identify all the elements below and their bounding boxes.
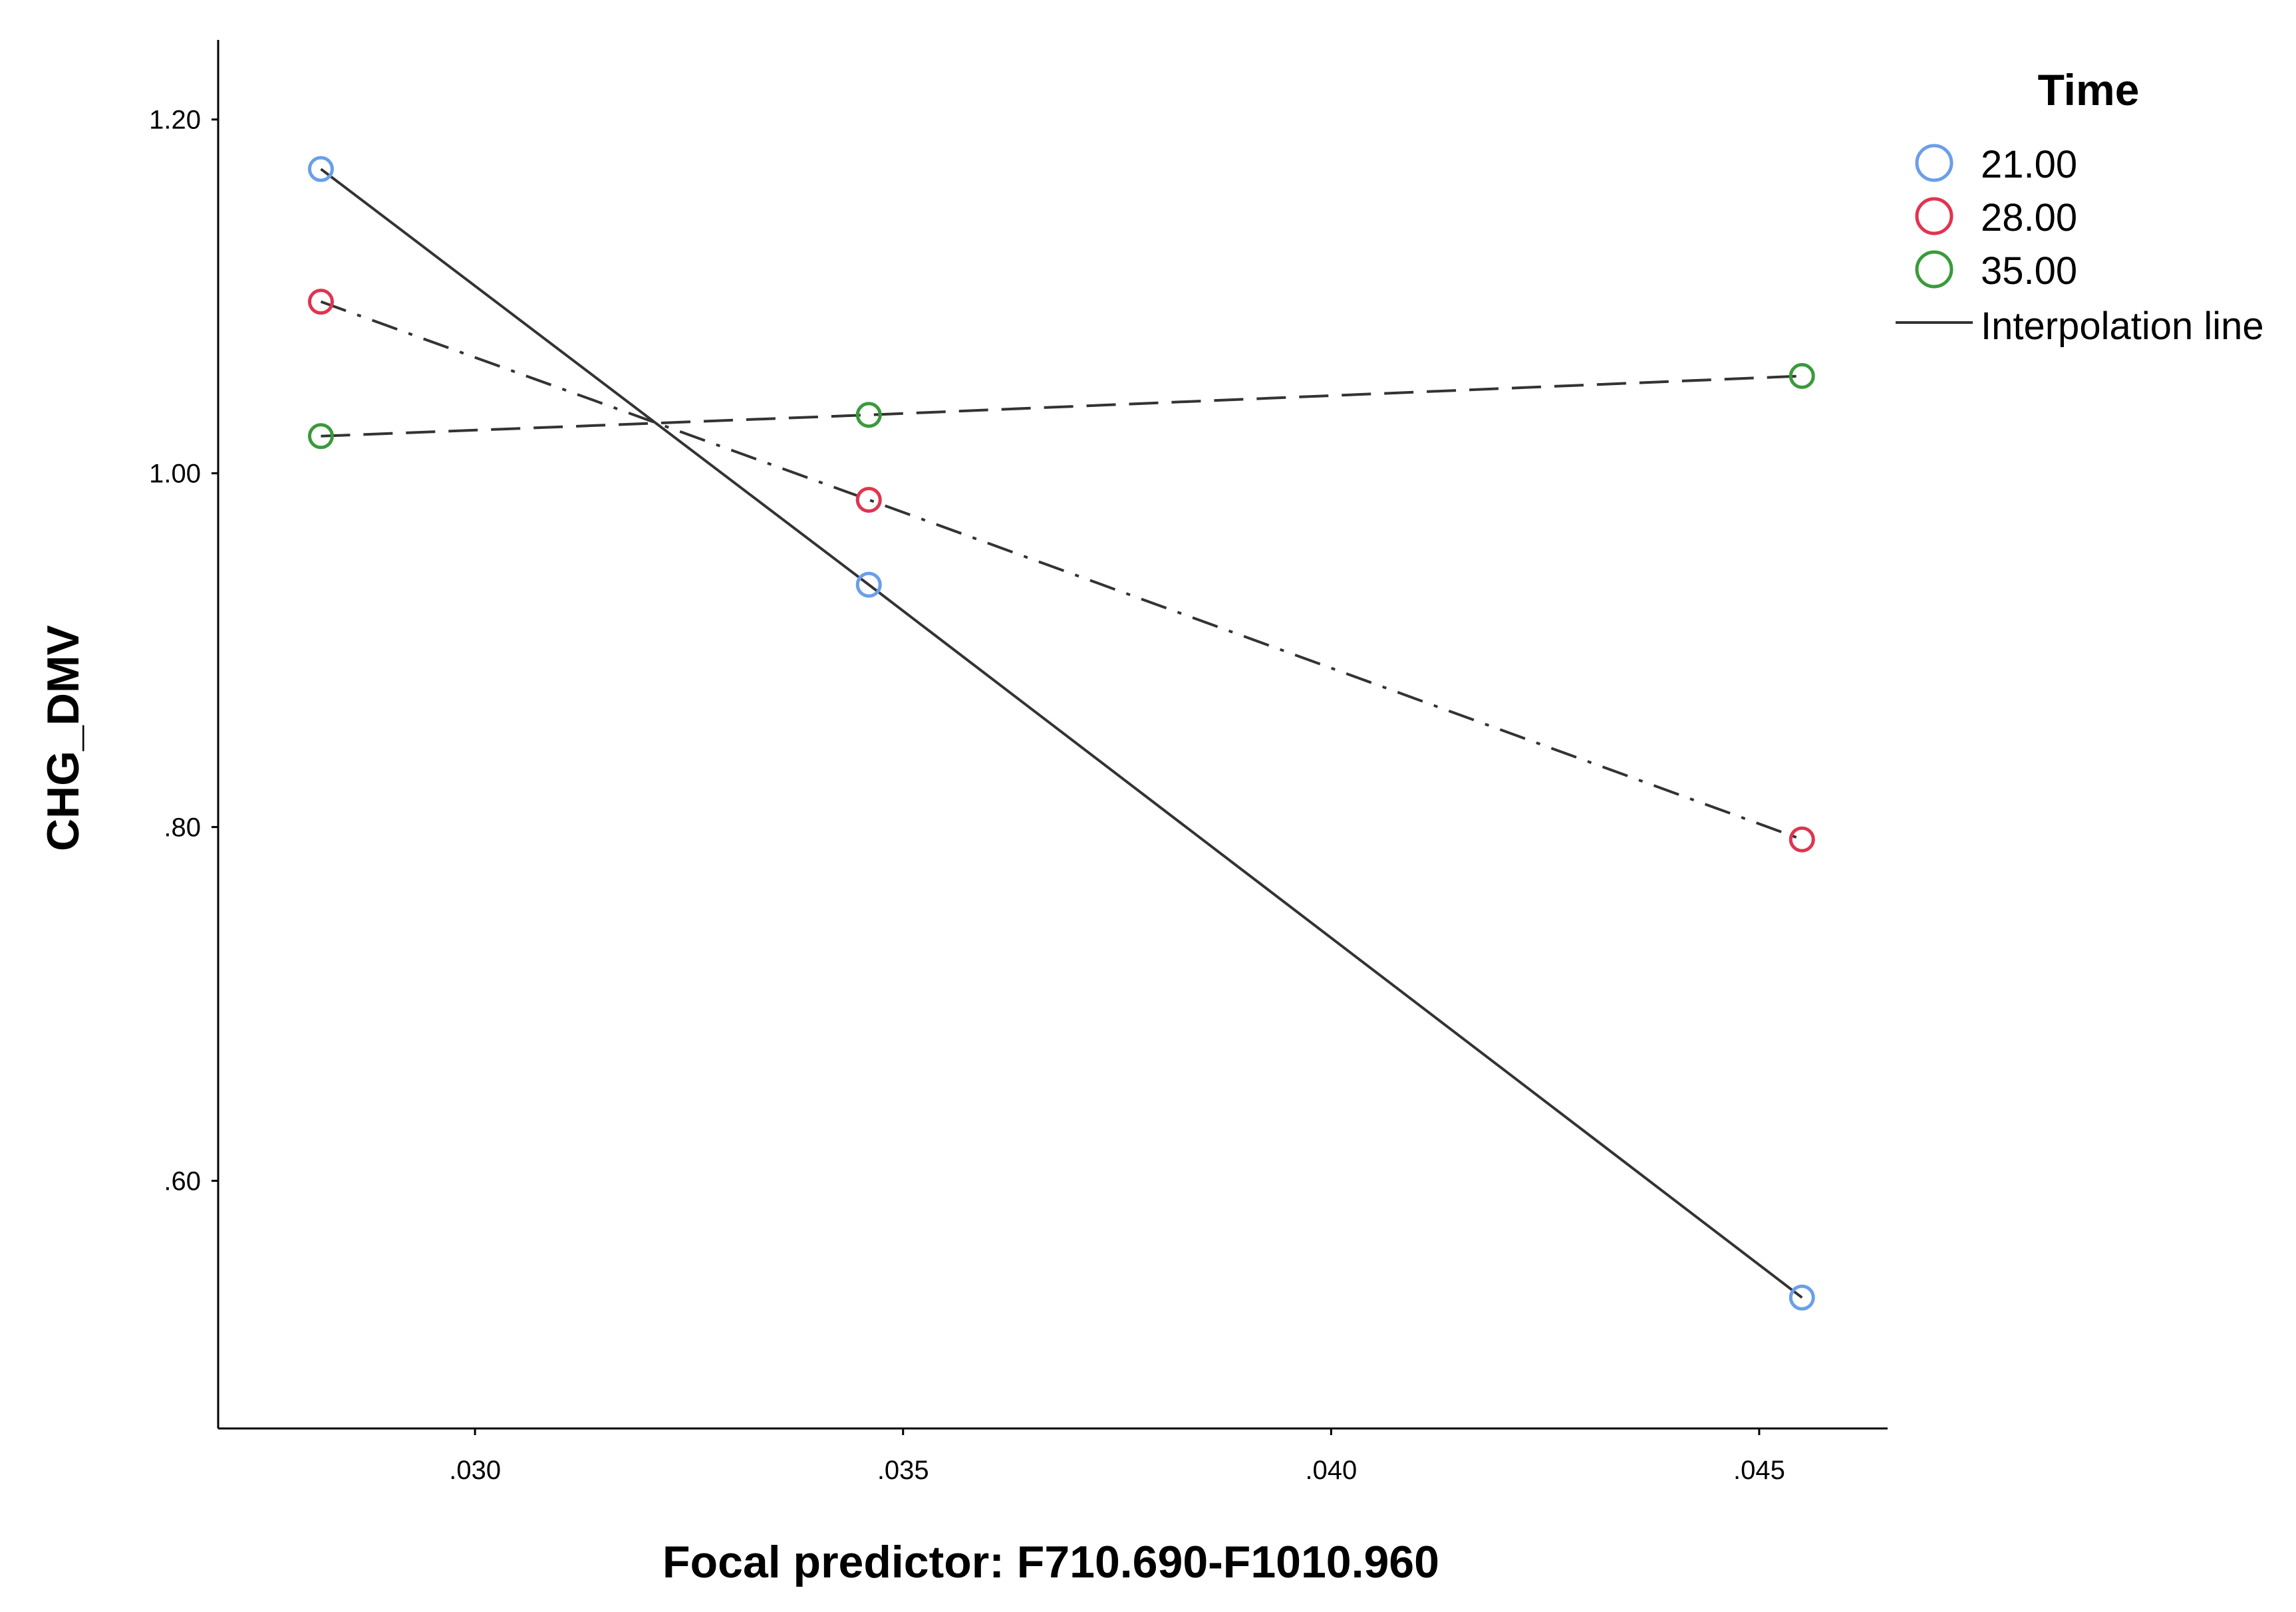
y-ticks: .60 .80 1.00 1.20 xyxy=(149,106,218,1196)
data-point-28.00-1 xyxy=(855,487,882,513)
data-point-28.00-0 xyxy=(307,289,334,315)
series-line-28.00 xyxy=(320,300,1802,841)
series-line-35.00 xyxy=(321,374,1802,438)
y-tick-label-1: .80 xyxy=(164,813,201,843)
legend-label-21.00: 21.00 xyxy=(1981,143,2077,186)
data-point-21.00-2 xyxy=(1789,1284,1815,1311)
x-tick-label-0: .030 xyxy=(449,1456,501,1485)
legend-label-35.00: 35.00 xyxy=(1981,249,2077,293)
x-ticks: .030 .035 .040 .045 xyxy=(449,1428,1785,1485)
data-point-35.00-1 xyxy=(855,402,882,428)
x-axis-title: Focal predictor: F710.690-F1010.960 xyxy=(662,1537,1439,1587)
series-points xyxy=(307,156,1815,1311)
x-tick-label-1: .035 xyxy=(877,1456,929,1485)
x-tick-label-2: .040 xyxy=(1305,1456,1357,1485)
legend: Time 21.00 28.00 35.00 Interpolation line xyxy=(1896,65,2264,348)
legend-items: 21.00 28.00 35.00 xyxy=(1915,143,2077,293)
legend-title: Time xyxy=(2038,65,2140,114)
y-tick-label-2: 1.00 xyxy=(149,460,201,489)
y-axis-title: CHG_DMV xyxy=(38,625,88,851)
data-point-28.00-2 xyxy=(1789,826,1815,853)
data-point-35.00-2 xyxy=(1789,362,1815,389)
data-point-21.00-1 xyxy=(855,571,882,598)
legend-marker-21.00 xyxy=(1915,144,1953,182)
legend-label-28.00: 28.00 xyxy=(1981,196,2077,239)
y-tick-label-3: 1.20 xyxy=(149,106,201,135)
legend-marker-28.00 xyxy=(1915,197,1953,235)
data-point-35.00-0 xyxy=(307,423,334,450)
y-tick-label-0: .60 xyxy=(164,1167,201,1196)
data-point-21.00-0 xyxy=(307,156,334,182)
series-lines xyxy=(320,168,1803,1299)
legend-line-label: Interpolation line xyxy=(1981,305,2264,348)
legend-marker-35.00 xyxy=(1915,250,1953,289)
series-line-21.00 xyxy=(320,168,1803,1299)
x-tick-label-3: .045 xyxy=(1733,1456,1785,1485)
axes xyxy=(217,40,1888,1430)
